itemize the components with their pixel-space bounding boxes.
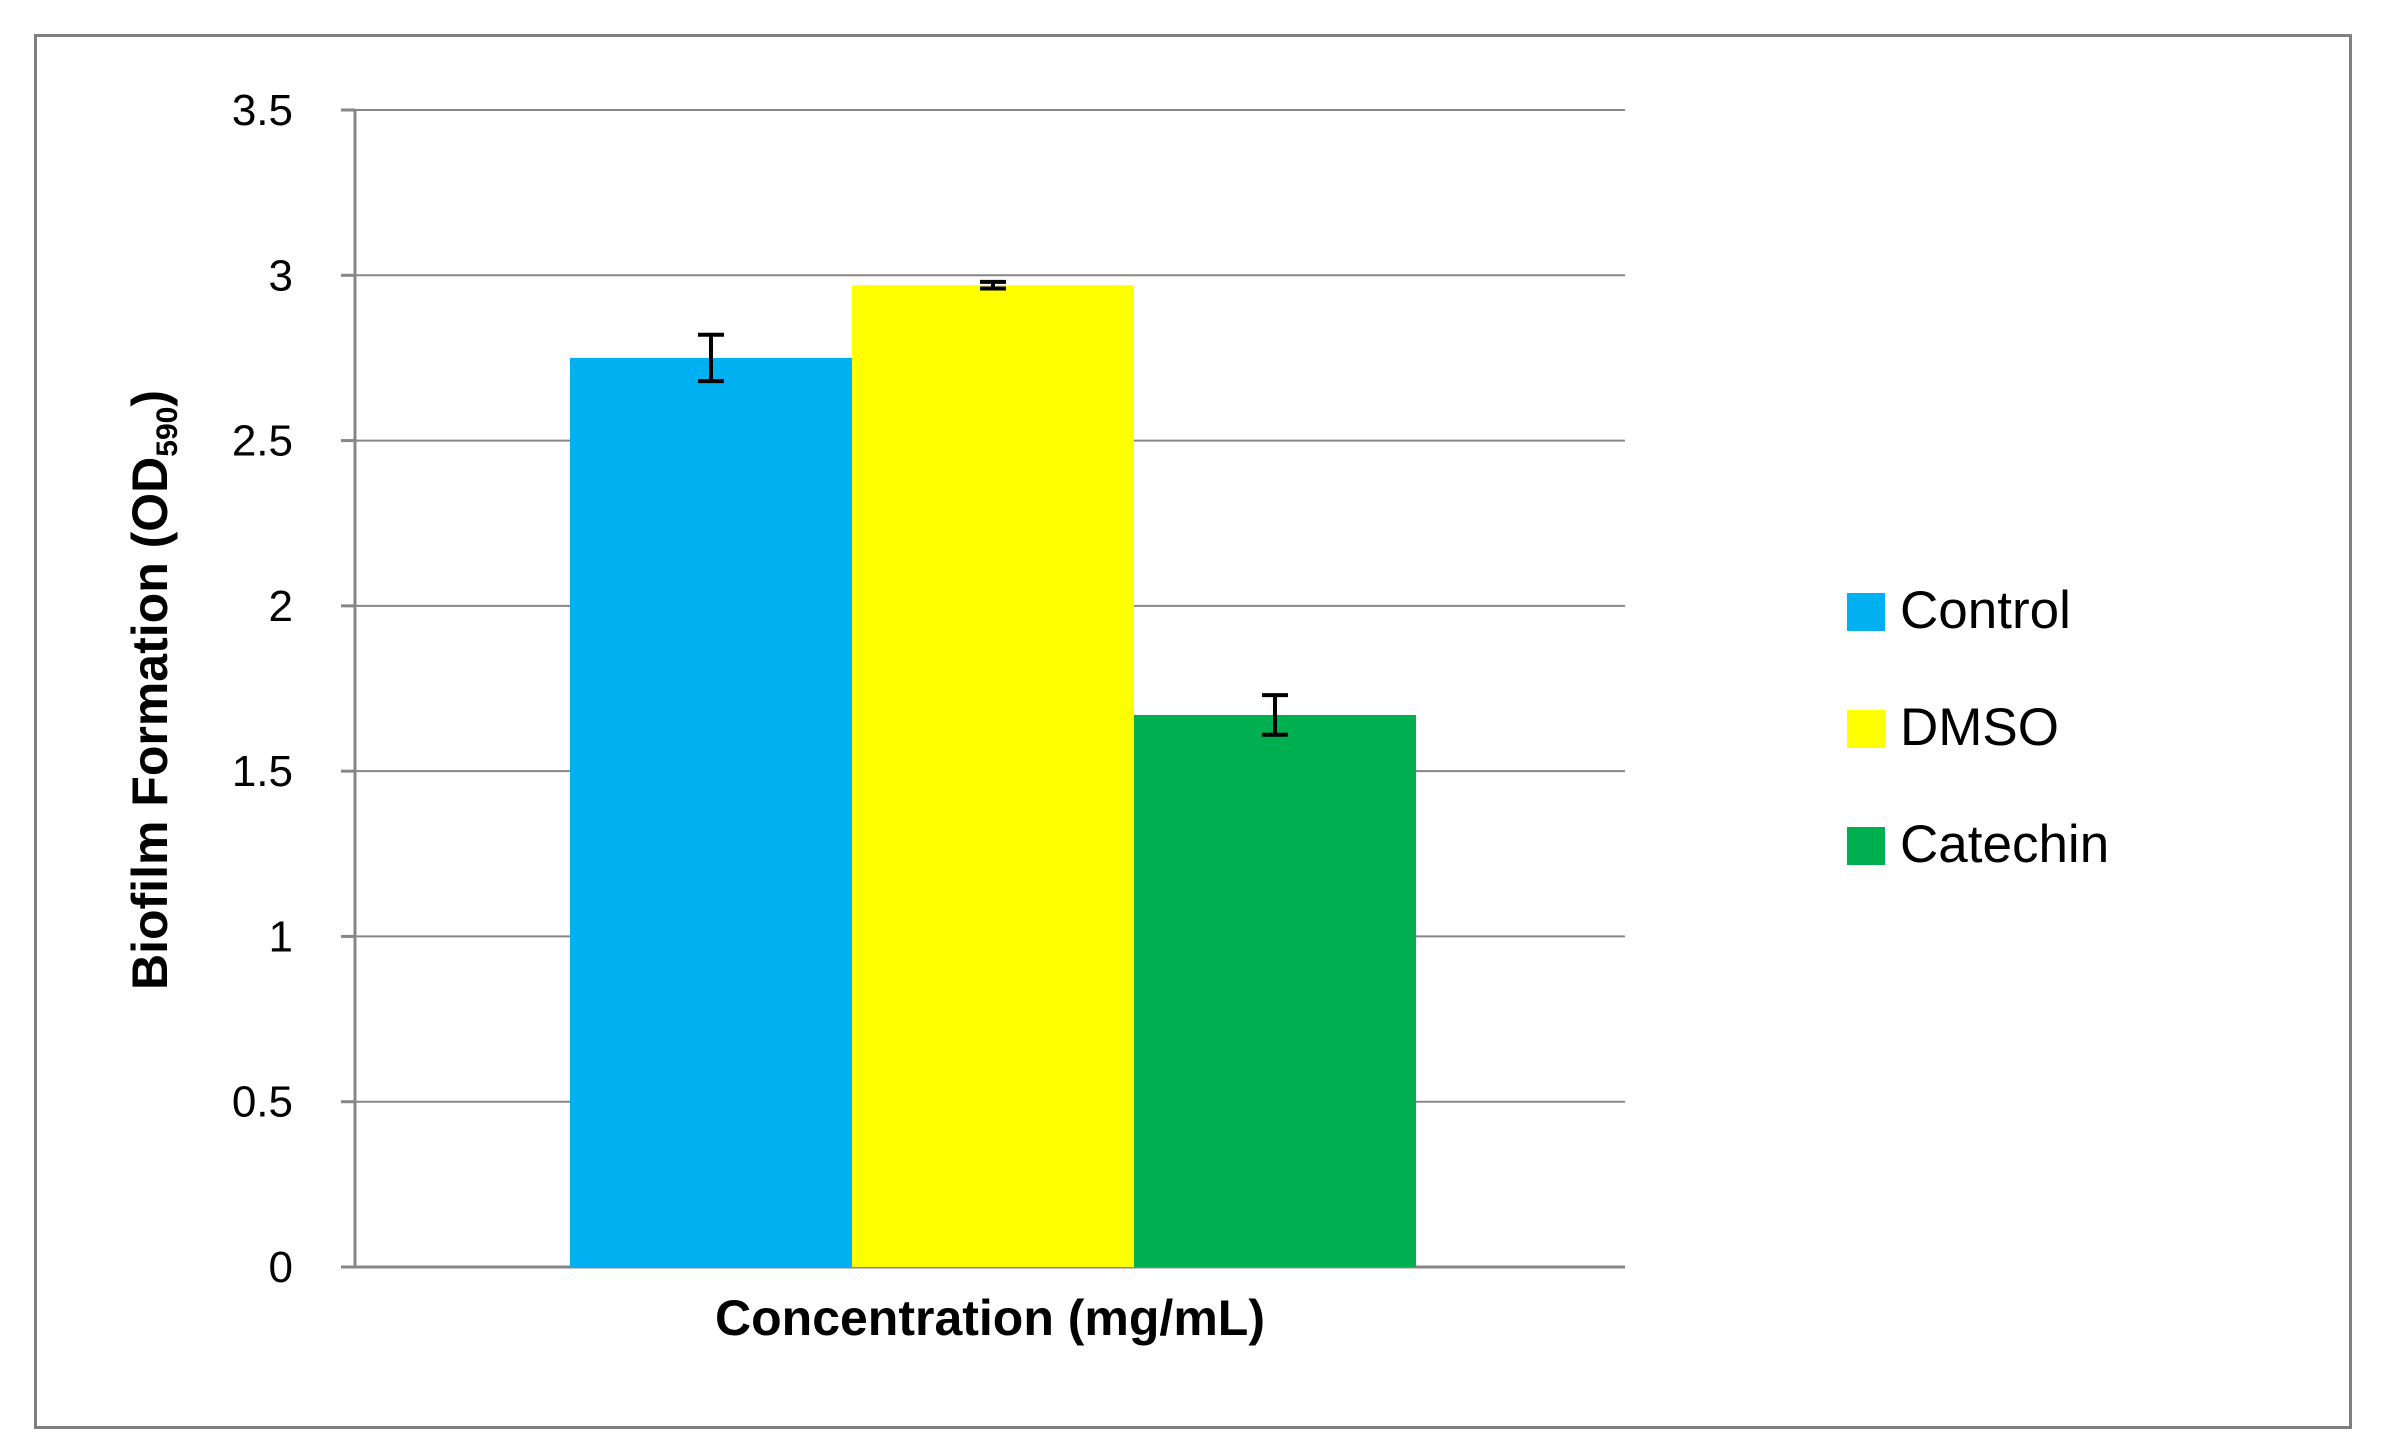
legend-item-dmso: DMSO <box>1847 698 2059 757</box>
y-tick-labels: 0 0.5 1 1.5 2 2.5 3 3.5 <box>232 86 293 1292</box>
y-tick-label: 2.5 <box>232 417 293 466</box>
legend-item-control: Control <box>1847 581 2071 640</box>
error-bar-catechin <box>1262 693 1288 737</box>
y-tick-label: 0.5 <box>232 1078 293 1127</box>
y-tick-label: 1 <box>269 912 293 961</box>
y-axis-title: Biofilm Formation (OD590) <box>122 390 184 990</box>
legend-swatch <box>1847 593 1885 631</box>
bar-dmso <box>852 285 1134 1267</box>
error-bars <box>698 279 1288 737</box>
legend-label: DMSO <box>1900 698 2059 757</box>
y-axis-title-subscript: 590 <box>151 407 184 457</box>
y-tick-label: 1.5 <box>232 747 293 796</box>
legend: Control DMSO Catechin <box>1847 581 2109 874</box>
legend-item-catechin: Catechin <box>1847 815 2109 874</box>
legend-label: Catechin <box>1900 815 2109 874</box>
y-axis-title-main: Biofilm Formation (OD <box>122 457 178 990</box>
y-axis-title-end: ) <box>122 390 178 407</box>
legend-swatch <box>1847 827 1885 865</box>
bar-control <box>570 357 852 1267</box>
error-bar-control <box>698 332 724 384</box>
legend-label: Control <box>1900 581 2071 640</box>
y-tick-label: 3 <box>269 251 293 300</box>
x-axis-title: Concentration (mg/mL) <box>715 1290 1265 1346</box>
y-tick-label: 0 <box>269 1243 293 1292</box>
bars <box>570 285 1416 1267</box>
y-tick-label: 3.5 <box>232 86 293 135</box>
bar-catechin <box>1134 714 1416 1267</box>
legend-swatch <box>1847 710 1885 748</box>
error-bar-dmso <box>980 279 1006 291</box>
y-tick-label: 2 <box>269 582 293 631</box>
